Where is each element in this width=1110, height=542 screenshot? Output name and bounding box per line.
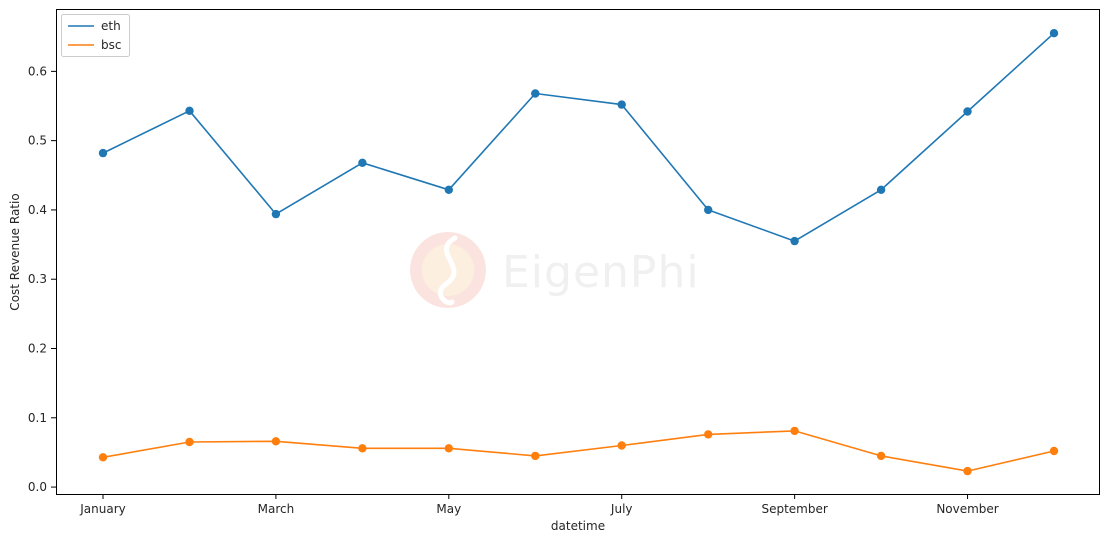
watermark: EigenPhi — [410, 232, 700, 308]
data-point-bsc-10 — [876, 451, 886, 461]
watermark-text: EigenPhi — [502, 247, 700, 298]
y-tick-label: 0.5 — [28, 134, 47, 148]
data-point-bsc-12 — [1049, 446, 1059, 456]
data-point-bsc-6 — [531, 451, 540, 461]
data-point-eth-1 — [98, 148, 108, 158]
data-point-eth-3 — [271, 209, 281, 219]
data-point-eth-4 — [358, 158, 367, 167]
y-tick-label: 0.1 — [28, 411, 47, 425]
legend-box — [61, 14, 130, 57]
y-axis-label: Cost Revenue Ratio — [8, 193, 22, 310]
data-point-bsc-8 — [704, 430, 713, 439]
data-point-eth-11 — [963, 107, 972, 116]
legend: eth bsc — [61, 14, 130, 57]
data-point-bsc-7 — [617, 441, 626, 450]
y-tick-label: 0.0 — [28, 480, 47, 494]
data-point-bsc-11 — [963, 466, 972, 476]
series-eth — [98, 29, 1059, 246]
x-tick-label: January — [79, 502, 126, 516]
x-tick-label: May — [436, 502, 461, 516]
x-axis-label: datetime — [551, 519, 605, 533]
data-point-bsc-3 — [271, 437, 281, 446]
data-point-bsc-5 — [444, 444, 453, 453]
legend-label-bsc: bsc — [101, 38, 121, 52]
y-tick-label: 0.6 — [28, 64, 47, 78]
x-tick-label: July — [610, 502, 633, 516]
data-point-eth-5 — [444, 185, 453, 194]
data-point-eth-2 — [185, 106, 194, 116]
data-point-eth-12 — [1049, 29, 1059, 38]
x-axis: January March May July September November — [79, 494, 999, 516]
x-tick-label: September — [761, 502, 827, 516]
y-tick-label: 0.4 — [28, 203, 47, 217]
data-point-eth-6 — [531, 89, 540, 98]
legend-label-eth: eth — [101, 19, 121, 33]
series-bsc — [98, 426, 1059, 476]
data-point-bsc-1 — [98, 453, 108, 462]
data-point-eth-8 — [704, 205, 713, 215]
data-point-bsc-2 — [185, 437, 194, 447]
data-point-eth-7 — [617, 100, 626, 109]
series-line-eth — [102, 32, 1055, 242]
series-line-bsc — [102, 430, 1055, 472]
data-point-eth-9 — [790, 236, 799, 246]
plot-area-frame — [56, 9, 1100, 495]
x-tick-label: March — [258, 502, 295, 516]
data-point-bsc-9 — [790, 426, 799, 436]
eigenphi-logo-icon — [410, 232, 486, 308]
x-tick-label: November — [936, 502, 998, 516]
data-point-bsc-4 — [358, 444, 367, 453]
y-axis: 0.0 0.1 0.2 0.3 0.4 0.5 0.6 — [28, 64, 56, 494]
y-tick-label: 0.3 — [28, 272, 47, 286]
data-point-eth-10 — [876, 185, 886, 194]
y-tick-label: 0.2 — [28, 342, 47, 356]
